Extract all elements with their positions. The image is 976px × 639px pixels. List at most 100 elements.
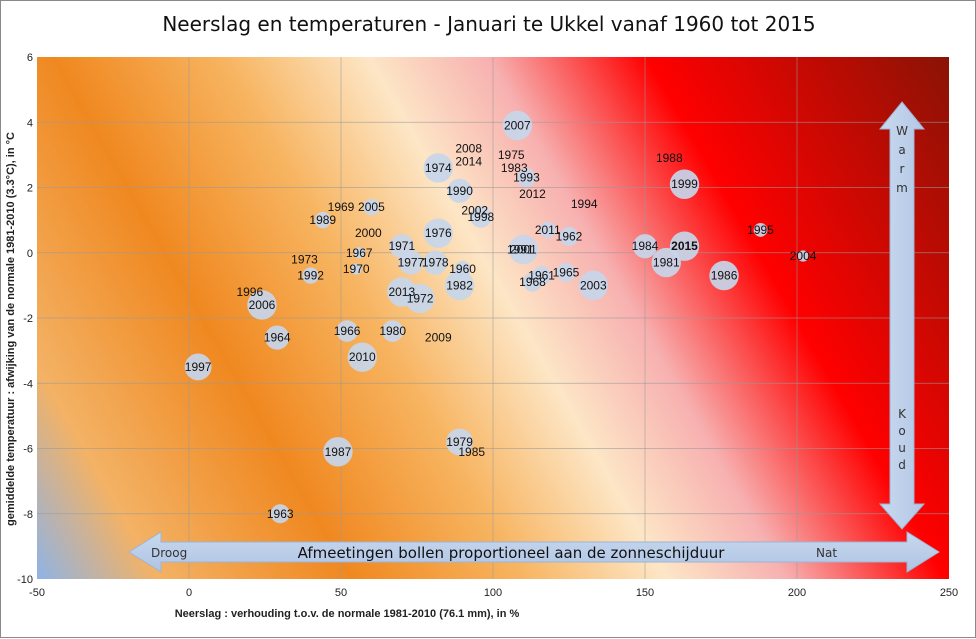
bubble-1974 — [423, 153, 453, 183]
point-label-1983: 1983 — [501, 161, 528, 175]
y-tick-label: -4 — [23, 378, 33, 390]
point-label-2008: 2008 — [455, 141, 482, 155]
bubble-1997 — [184, 353, 212, 381]
point-label-2010: 2010 — [349, 350, 376, 364]
point-label-1975: 1975 — [498, 148, 525, 162]
bubble-1980 — [381, 320, 404, 342]
y-tick-label: -2 — [23, 313, 33, 325]
point-label-1974: 1974 — [425, 161, 452, 175]
y-tick-label: -6 — [23, 444, 33, 456]
gridlines — [37, 57, 949, 579]
point-label-1997: 1997 — [185, 360, 212, 374]
point-labels: 1960 1961 1962 1963 1964 1965 1966 1967 1968 1969… — [185, 119, 817, 521]
y-tick-label: -10 — [17, 574, 33, 586]
x-tick-labels: -50 0 50 100 150 200 250 — [29, 587, 958, 599]
point-label-1978: 1978 — [422, 256, 449, 270]
bubble-1986 — [709, 260, 739, 291]
bubble-1998 — [470, 206, 492, 228]
point-label-1987: 1987 — [325, 445, 352, 459]
point-label-1980: 1980 — [379, 324, 406, 338]
point-label-2015: 2015 — [671, 239, 698, 253]
point-label-1996: 1996 — [236, 285, 263, 299]
point-label-1960: 1960 — [449, 262, 476, 276]
bubble-2010 — [347, 342, 377, 372]
koud-letter: u — [898, 441, 906, 455]
point-label-1966: 1966 — [334, 324, 361, 338]
point-label-1995: 1995 — [747, 223, 774, 237]
point-label-1979: 1979 — [446, 435, 473, 449]
point-label-1991: 1991 — [507, 242, 534, 256]
point-label-1985: 1985 — [458, 445, 485, 459]
y-tick-label: -8 — [23, 509, 33, 521]
point-label-2012: 2012 — [519, 187, 546, 201]
bubble-1962 — [559, 226, 579, 246]
y-tick-label: 0 — [27, 248, 33, 260]
y-tick-label: 2 — [27, 183, 33, 195]
warm-letter: a — [898, 143, 905, 157]
bubble-2013 — [387, 277, 417, 307]
point-label-2004: 2004 — [790, 249, 817, 263]
bubble-1964 — [265, 325, 290, 350]
bubble-2005 — [363, 198, 380, 216]
bubble-1978 — [423, 250, 448, 275]
point-label-1999: 1999 — [671, 177, 698, 191]
x-tick-label: -50 — [29, 587, 45, 599]
bubble-1993 — [516, 168, 536, 188]
y-tick-label: 4 — [27, 117, 33, 129]
bubble-2006 — [247, 290, 277, 320]
point-label-1971: 1971 — [388, 239, 415, 253]
point-label-1961: 1961 — [528, 269, 555, 283]
point-label-1976: 1976 — [425, 226, 452, 240]
y-tick-labels: -10 -8 -6 -4 -2 0 2 4 6 — [17, 52, 33, 586]
vertical-arrow — [878, 101, 926, 530]
point-label-1968: 1968 — [519, 275, 546, 289]
bubble-1992 — [302, 267, 319, 284]
x-tick-label: 50 — [335, 587, 347, 599]
x-tick-label: 200 — [788, 587, 806, 599]
point-label-1967: 1967 — [346, 246, 373, 260]
point-label-1964: 1964 — [264, 331, 291, 345]
point-label-1982: 1982 — [446, 278, 473, 292]
point-label-1981: 1981 — [653, 256, 680, 270]
bubble-2007 — [502, 110, 533, 141]
x-tick-label: 0 — [186, 587, 192, 599]
bubble-size-banner: Afmeetingen bollen proportioneel aan de … — [298, 544, 726, 562]
point-label-1969: 1969 — [328, 200, 355, 214]
bubble-1963 — [270, 504, 290, 524]
point-label-1990: 1990 — [446, 184, 473, 198]
koud-letter: K — [898, 407, 907, 421]
bubble-1979 — [446, 428, 473, 456]
x-tick-label: 250 — [940, 587, 958, 599]
koud-letter: o — [898, 424, 905, 438]
data-points — [184, 110, 809, 524]
point-label-1994: 1994 — [571, 197, 598, 211]
point-label-1988: 1988 — [656, 151, 683, 165]
point-label-1970: 1970 — [343, 262, 370, 276]
point-label-1986: 1986 — [711, 269, 738, 283]
bubble-1967 — [353, 247, 365, 259]
point-label-2005: 2005 — [358, 200, 385, 214]
koud-letter: d — [898, 458, 906, 472]
point-label-1993: 1993 — [513, 171, 540, 185]
bubble-1968 — [523, 272, 543, 292]
point-label-1963: 1963 — [267, 507, 294, 521]
bubble-1966 — [336, 320, 358, 342]
bubble-1999 — [669, 169, 700, 199]
warm-letter: m — [896, 181, 908, 195]
point-label-2003: 2003 — [580, 278, 607, 292]
point-label-2011: 2011 — [535, 223, 561, 237]
bubble-2001 — [508, 234, 539, 265]
chart-title: Neerslag en temperaturen - Januari te Uk… — [162, 12, 815, 36]
bubble-1984 — [632, 234, 658, 259]
y-axis-title: gemiddelde temperatuur : afwijking van d… — [5, 132, 17, 526]
point-label-2009: 2009 — [425, 331, 452, 345]
point-label-1962: 1962 — [556, 229, 583, 243]
point-label-2000: 2000 — [355, 226, 382, 240]
point-label-1977: 1977 — [398, 256, 425, 270]
bubble-2003 — [578, 270, 609, 301]
point-label-1998: 1998 — [467, 210, 494, 224]
bubble-1989 — [314, 211, 331, 229]
bubble-1987 — [323, 437, 353, 467]
